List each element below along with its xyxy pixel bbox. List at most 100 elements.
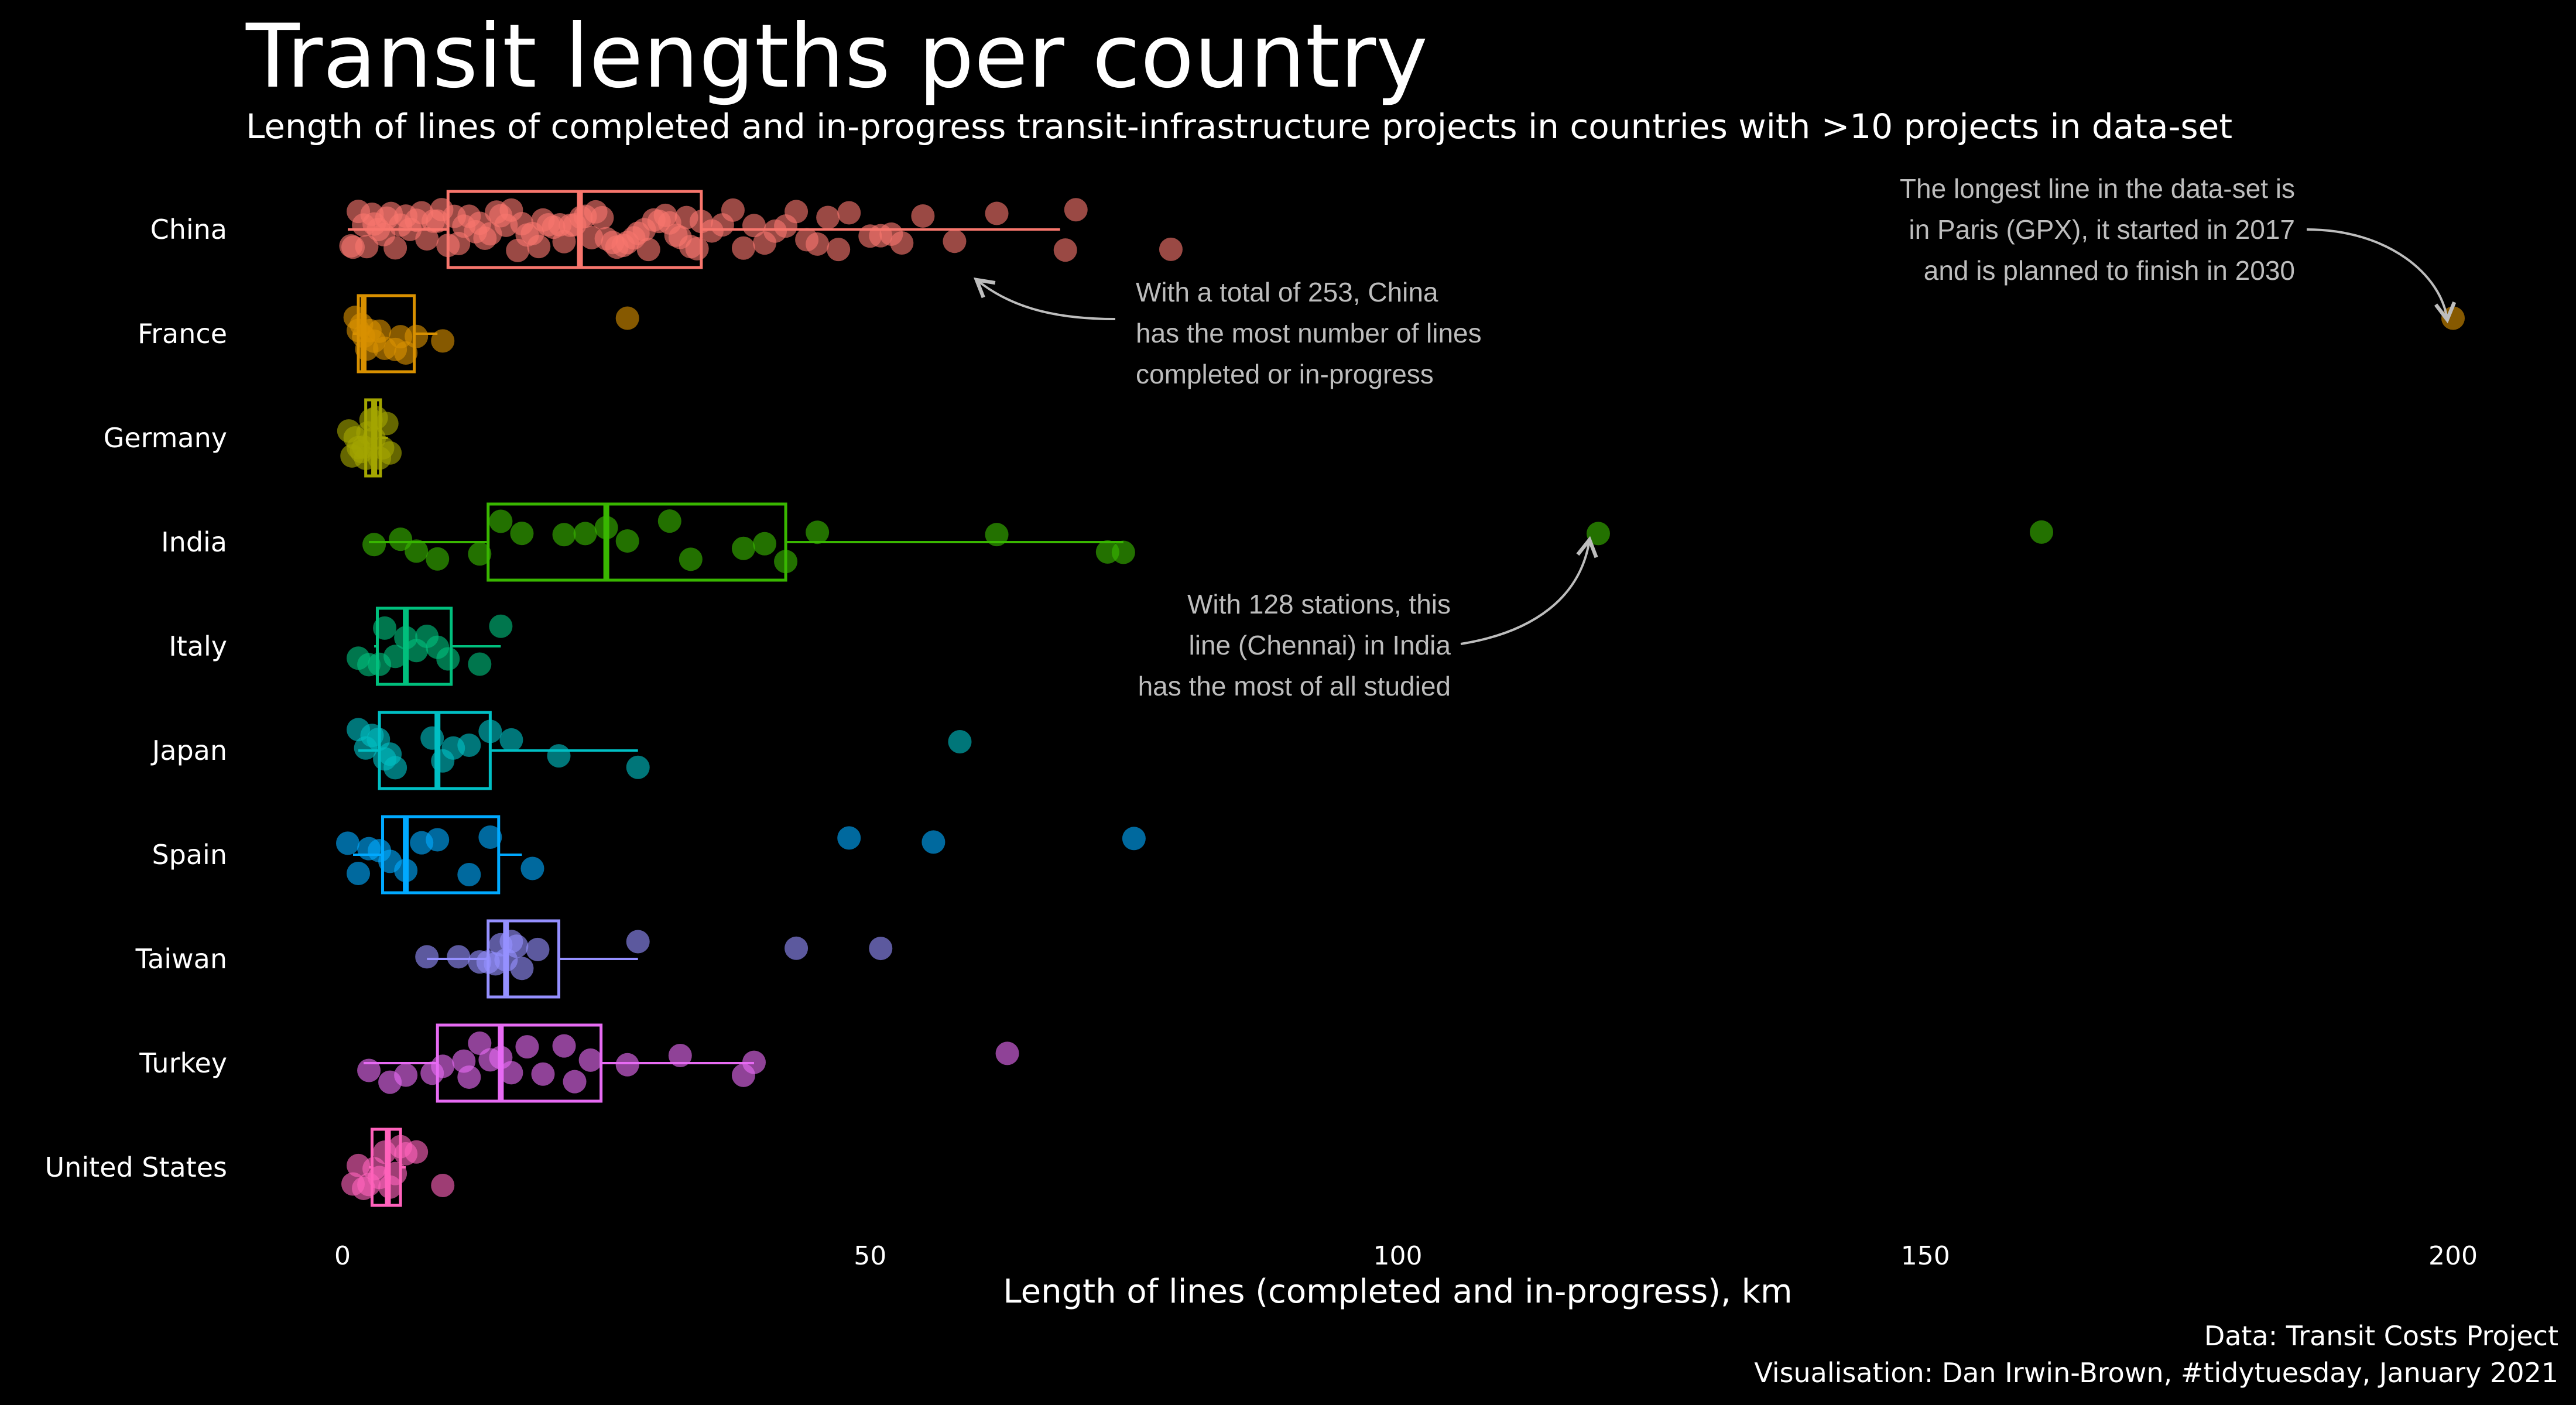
outlier-point [869, 937, 893, 961]
data-point [685, 237, 709, 261]
y-tick-label: China [150, 214, 227, 245]
data-point [431, 329, 455, 353]
data-point [1111, 540, 1135, 564]
outlier-point [785, 936, 809, 960]
y-tick-label: Germany [104, 422, 227, 454]
annotation-paris: The longest line in the data-set is in Pa… [1900, 173, 2295, 286]
outlier-point [1122, 827, 1146, 851]
data-point [478, 719, 502, 743]
data-point [563, 1070, 587, 1094]
caption-source: Data: Transit Costs Project [2204, 1320, 2558, 1352]
data-point [626, 755, 650, 779]
data-point [520, 856, 544, 880]
data-point [911, 204, 935, 228]
data-point [383, 645, 407, 669]
data-point [774, 550, 798, 574]
data-point [431, 1174, 455, 1198]
y-tick-label: Taiwan [135, 943, 227, 975]
data-point [468, 542, 492, 566]
data-point [426, 547, 450, 571]
y-tick-label: Italy [169, 630, 227, 662]
outlier-point [995, 1041, 1019, 1065]
x-tick-label: 100 [1373, 1241, 1423, 1271]
data-point [415, 227, 439, 251]
y-tick-label: Turkey [139, 1047, 227, 1079]
x-tick-label: 150 [1901, 1241, 1950, 1271]
data-point [420, 726, 444, 750]
data-point [394, 1063, 418, 1087]
annotation-chennai-line: With 128 stations, this [1187, 589, 1451, 619]
data-point [457, 863, 481, 887]
box-iqr [381, 815, 501, 895]
data-point [405, 324, 429, 348]
annotation-chennai-line: line (Chennai) in India [1189, 630, 1451, 660]
outlier-point [948, 729, 972, 753]
y-tick-label: France [138, 318, 227, 349]
data-point [499, 728, 523, 752]
data-point [510, 522, 534, 546]
annotation-china-line: has the most number of lines [1136, 318, 1482, 348]
data-point [668, 1044, 692, 1068]
x-tick-label: 200 [2428, 1241, 2478, 1271]
box-iqr [487, 502, 787, 582]
data-point [405, 539, 429, 563]
annotation-paris-line: and is planned to finish in 2030 [1924, 255, 2295, 286]
data-point [816, 205, 840, 229]
data-point [785, 200, 809, 224]
data-point [985, 201, 1009, 225]
data-point [355, 235, 379, 259]
data-point [1064, 198, 1088, 222]
data-point [447, 945, 471, 969]
data-point [615, 529, 639, 553]
data-point [626, 930, 650, 954]
outlier-point [615, 306, 639, 330]
x-axis-label: Length of lines (completed and in-progre… [1003, 1273, 1792, 1311]
annotation-china-line: completed or in-progress [1136, 359, 1434, 389]
data-point [806, 520, 830, 544]
annotation-arrow-china [973, 277, 1116, 320]
data-point [837, 201, 861, 225]
chart-title: Transit lengths per country [246, 6, 1428, 108]
data-point [431, 1054, 455, 1078]
y-tick-label: United States [45, 1152, 228, 1183]
data-point [531, 1062, 555, 1086]
data-point [505, 934, 529, 958]
annotation-arrow-paris [2306, 228, 2457, 324]
y-tick-label: Spain [152, 839, 227, 871]
annotation-arrow-chennai [1460, 536, 1598, 645]
annotation-chennai-line: has the most of all studied [1138, 671, 1451, 701]
data-point [547, 744, 571, 768]
data-point [362, 533, 386, 557]
data-point [742, 1050, 766, 1074]
data-point [415, 945, 439, 969]
data-point [573, 522, 597, 546]
data-point [436, 647, 460, 671]
data-point [578, 1048, 602, 1072]
data-point [378, 441, 402, 465]
data-point [336, 831, 360, 855]
data-point [721, 198, 745, 222]
data-point [742, 214, 766, 238]
data-point [552, 523, 576, 547]
data-point [615, 1053, 639, 1077]
data-point [1159, 237, 1183, 261]
data-point [636, 238, 660, 262]
caption-credit: Visualisation: Dan Irwin-Brown, #tidytue… [1754, 1357, 2558, 1389]
data-point [373, 616, 397, 640]
data-point [347, 862, 371, 886]
annotation-china: With a total of 253, China has the most n… [1136, 277, 1482, 389]
data-point [806, 232, 830, 256]
x-tick-label: 50 [854, 1241, 886, 1271]
data-point [478, 825, 502, 849]
data-point [731, 536, 755, 560]
y-tick-label: Japan [150, 735, 227, 766]
data-point [1053, 238, 1077, 262]
data-point [510, 957, 534, 981]
data-point [468, 652, 492, 676]
data-point [489, 614, 513, 638]
data-point [489, 509, 513, 533]
data-point [499, 1061, 523, 1085]
data-point [515, 1035, 539, 1059]
